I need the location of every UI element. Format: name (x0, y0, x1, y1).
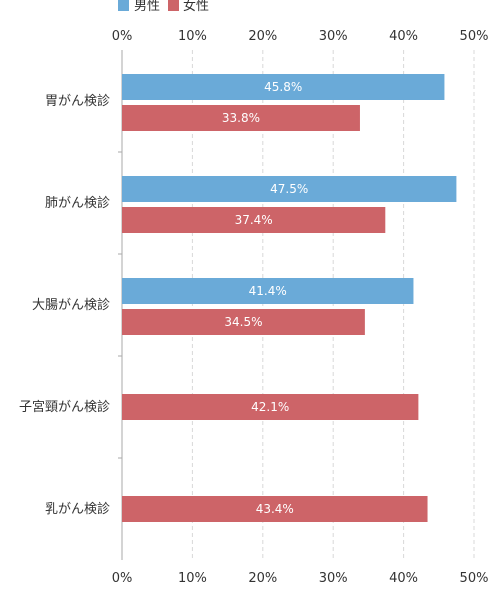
data-label-female-3: 42.1% (251, 400, 289, 414)
legend-swatch-female (168, 0, 179, 11)
data-label-male-1: 47.5% (270, 182, 308, 196)
x-tick-label-bottom-50: 50% (460, 571, 489, 586)
bar-female-2 (122, 309, 365, 335)
bar-male-2 (122, 278, 414, 304)
x-tick-label-bottom-30: 30% (319, 571, 348, 586)
x-tick-label-top-50: 50% (460, 29, 489, 44)
data-label-female-0: 33.8% (222, 111, 260, 125)
data-label-female-2: 34.5% (224, 315, 262, 329)
bar-female-3 (122, 394, 419, 420)
data-label-female-1: 37.4% (235, 213, 273, 227)
data-label-male-2: 41.4% (249, 284, 287, 298)
legend-label-female: 女性 (183, 0, 209, 14)
category-label-2: 大腸がん検診 (32, 297, 110, 313)
category-label-0: 胃がん検診 (45, 93, 110, 109)
x-tick-label-top-40: 40% (389, 29, 418, 44)
bar-female-1 (122, 207, 386, 233)
bar-female-4 (122, 496, 428, 522)
x-tick-label-top-30: 30% (319, 29, 348, 44)
data-label-male-0: 45.8% (264, 80, 302, 94)
bar-male-1 (122, 176, 457, 202)
x-tick-label-bottom-0: 0% (112, 571, 133, 586)
data-label-female-4: 43.4% (256, 502, 294, 516)
x-tick-label-top-10: 10% (178, 29, 207, 44)
category-label-3: 子宮頸がん検診 (19, 399, 110, 415)
category-label-1: 肺がん検診 (45, 195, 110, 211)
bar-female-0 (122, 105, 360, 131)
x-tick-label-top-20: 20% (248, 29, 277, 44)
legend-swatch-male (118, 0, 129, 11)
bar-male-0 (122, 74, 445, 100)
legend-label-male: 男性 (134, 0, 160, 14)
x-tick-label-bottom-20: 20% (248, 571, 277, 586)
x-tick-label-bottom-40: 40% (389, 571, 418, 586)
x-tick-label-top-0: 0% (112, 29, 133, 44)
category-label-4: 乳がん検診 (45, 501, 110, 517)
x-tick-label-bottom-10: 10% (178, 571, 207, 586)
